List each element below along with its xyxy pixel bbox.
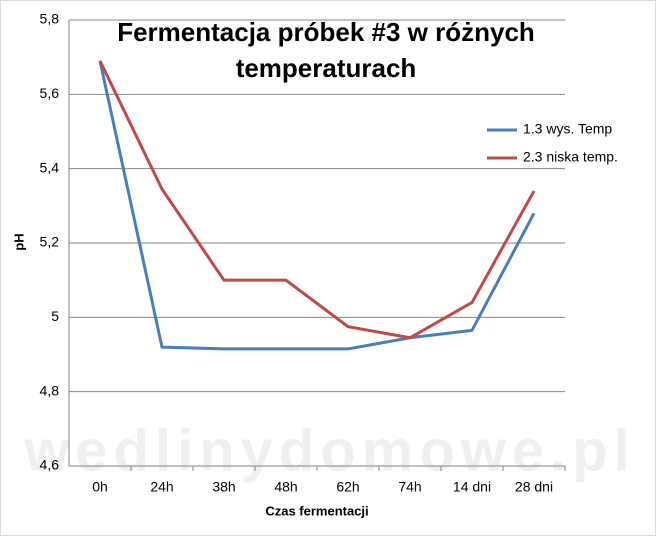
series-line (98, 60, 536, 340)
x-tick-label: 28 dni (515, 479, 553, 495)
x-tick-label: 62h (336, 479, 359, 495)
x-tick-label: 48h (274, 479, 297, 495)
series-line (98, 60, 536, 351)
x-tick-label: 24h (150, 479, 173, 495)
y-tick-label: 5,2 (40, 234, 60, 250)
x-axis-label: Czas fermentacji (265, 503, 368, 518)
x-tick-label: 74h (398, 479, 421, 495)
y-axis-label: pH (11, 233, 26, 250)
x-tick-label: 38h (212, 479, 235, 495)
y-tick-label: 4,6 (40, 457, 60, 473)
y-tick-label: 4,8 (40, 382, 60, 398)
x-tick-label: 14 dni (453, 479, 491, 495)
legend-label: 2.3 niska temp. (523, 149, 618, 165)
y-tick-label: 5,8 (40, 11, 60, 27)
watermark: wedlinydomowe.pl (23, 418, 636, 483)
legend-label: 1.3 wys. Temp (523, 121, 612, 137)
chart-title: Fermentacja próbek #3 w różnych temperat… (117, 17, 535, 83)
y-tick-label: 5,4 (40, 159, 60, 175)
y-tick-label: 5 (51, 308, 59, 324)
x-tick-label: 0h (92, 479, 108, 495)
y-tick-label: 5,6 (40, 85, 60, 101)
